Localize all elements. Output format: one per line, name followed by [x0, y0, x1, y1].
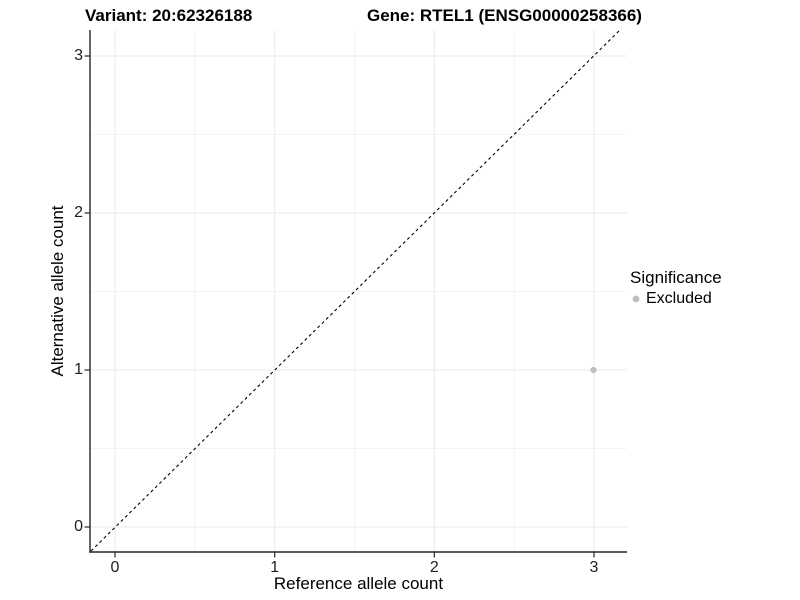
grid-minor-lines	[90, 30, 627, 552]
y-axis-title: Alternative allele count	[48, 205, 67, 377]
legend-item-label: Excluded	[646, 290, 712, 307]
axis-lines	[89, 30, 627, 553]
x-tick-3: 3	[589, 559, 599, 576]
x-tick-2: 2	[429, 559, 439, 576]
axis-tick-marks	[84, 55, 595, 558]
y-tick-0: 0	[74, 518, 83, 535]
legend: Significance Excluded	[630, 268, 722, 308]
x-tick-0: 0	[110, 559, 120, 576]
legend-title: Significance	[630, 268, 722, 287]
x-tick-1: 1	[270, 559, 280, 576]
x-axis-title: Reference allele count	[273, 574, 444, 593]
variant-title: Variant: 20:62326188	[85, 6, 253, 25]
gene-title: Gene: RTEL1 (ENSG00000258366)	[367, 6, 642, 25]
grid-major-lines	[90, 30, 627, 552]
legend-point-icon	[632, 295, 640, 302]
y-tick-3: 3	[74, 47, 83, 64]
y-tick-1: 1	[74, 361, 83, 378]
legend-item-excluded: Excluded	[630, 289, 722, 308]
y-tick-2: 2	[74, 204, 83, 221]
identity-reference-line	[90, 29, 621, 552]
data-point-excluded	[590, 366, 597, 374]
